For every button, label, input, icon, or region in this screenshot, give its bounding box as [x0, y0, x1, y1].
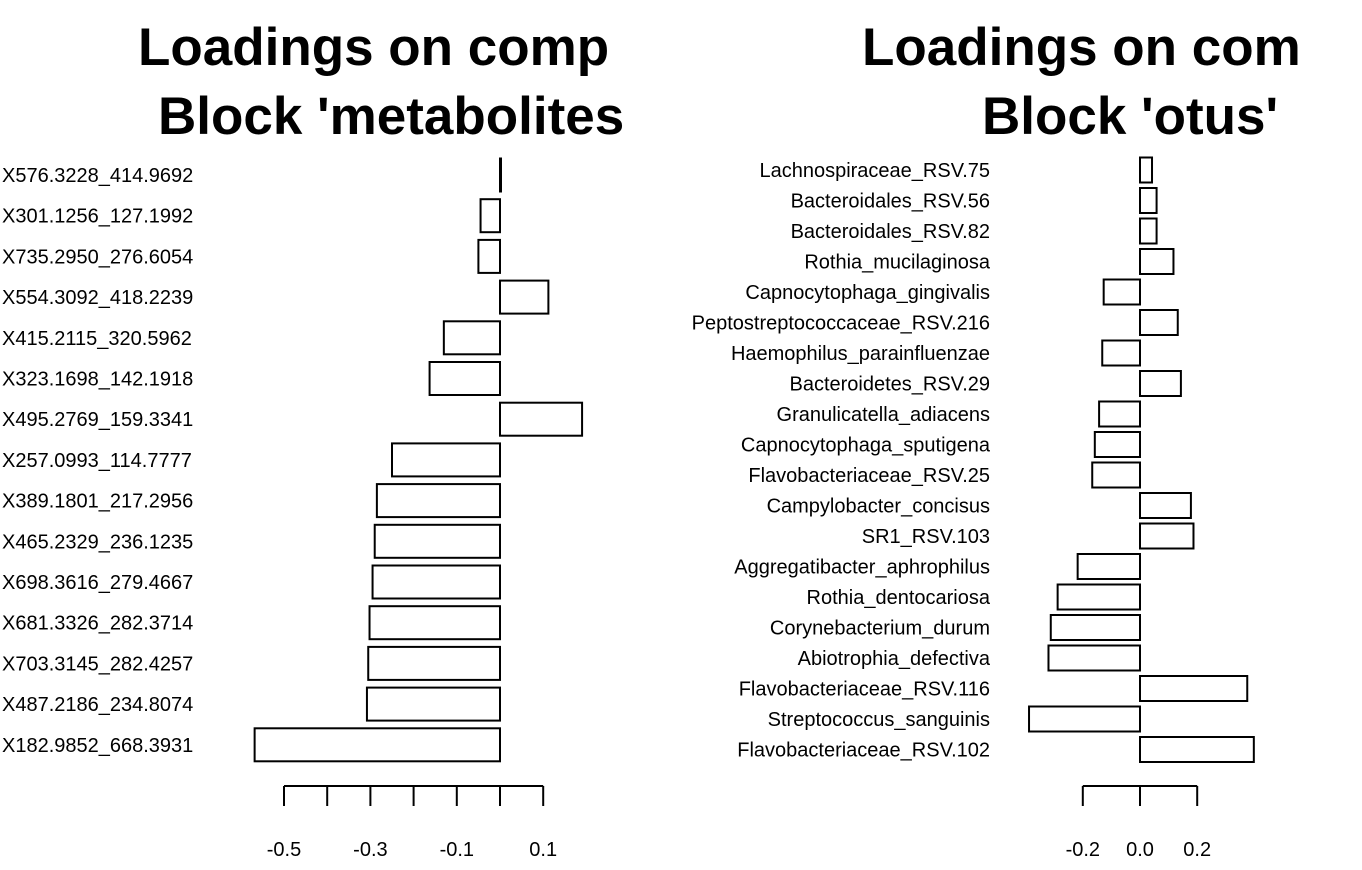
right-loading-bar: [1093, 431, 1142, 458]
metabolites-title-line2: Block 'metabolites: [158, 87, 624, 146]
left-tick-label: -0.5: [267, 839, 301, 861]
left-loading-bar: [253, 727, 501, 763]
right-loading-bar: [1139, 492, 1192, 519]
left-loading-bar: [428, 361, 502, 396]
right-category-label: Rothia_mucilaginosa: [804, 252, 991, 274]
left-loading-bar: [375, 483, 502, 519]
right-loading-bar: [1049, 614, 1141, 641]
right-category-label: Streptococcus_sanguinis: [768, 709, 990, 731]
right-loading-bar: [1139, 370, 1182, 397]
right-category-label: Capnocytophaga_gingivalis: [745, 282, 990, 304]
left-tick-label: 0.1: [529, 839, 557, 861]
left-loading-bar: [373, 523, 501, 559]
otus-title-line2: Block 'otus': [982, 87, 1278, 146]
metabolites-panel: Loadings on comp Block 'metabolites X576…: [2, 18, 624, 861]
right-loading-bar: [1102, 278, 1141, 306]
right-loading-bar: [1028, 705, 1141, 733]
right-tick-label: 0.0: [1126, 839, 1154, 861]
metabolites-x-axis: -0.5 -0.3 -0.1 0.1: [267, 785, 557, 861]
left-loading-bar: [499, 157, 502, 193]
left-category-label: X554.3092_418.2239: [2, 287, 193, 309]
metabolites-labels: X576.3228_414.9692 X301.1256_127.1992 X735…: [2, 165, 193, 757]
otus-labels: Lachnospiraceae_RSV.75 Bacteroidales_RSV.…: [692, 160, 991, 762]
right-category-label: Campylobacter_concisus: [767, 496, 990, 518]
right-loading-bar: [1047, 644, 1141, 672]
left-category-label: X323.1698_142.1918: [2, 369, 193, 391]
right-category-label: Rothia_dentocariosa: [807, 587, 991, 609]
right-tick-label: 0.2: [1183, 839, 1211, 861]
left-tick-label: -0.3: [353, 839, 387, 861]
right-loading-bar: [1139, 156, 1154, 184]
right-category-label: Granulicatella_adiacens: [777, 404, 990, 426]
left-category-label: X698.3616_279.4667: [2, 572, 193, 594]
left-category-label: X487.2186_234.8074: [2, 694, 193, 716]
metabolites-title-line1: Loadings on comp: [138, 18, 609, 77]
left-category-label: X182.9852_668.3931: [2, 735, 193, 757]
left-loading-bar: [499, 401, 584, 437]
right-category-label: Flavobacteriaceae_RSV.25: [748, 465, 990, 487]
left-loading-bar: [442, 320, 501, 356]
right-loading-bar: [1139, 248, 1175, 275]
right-loading-bar: [1139, 217, 1158, 245]
right-category-label: Flavobacteriaceae_RSV.102: [737, 740, 990, 762]
right-category-label: Haemophilus_parainfluenzae: [731, 343, 990, 365]
right-category-label: SR1_RSV.103: [862, 526, 990, 548]
left-category-label: X257.0993_114.7777: [2, 450, 192, 472]
left-category-label: X389.1801_217.2956: [2, 491, 193, 513]
right-category-label: Bacteroidetes_RSV.29: [789, 374, 990, 396]
left-tick-label: -0.1: [440, 839, 474, 861]
right-category-label: Flavobacteriaceae_RSV.116: [739, 679, 990, 701]
right-loading-bar: [1139, 522, 1195, 550]
left-category-label: X576.3228_414.9692: [2, 165, 193, 187]
left-loading-bar: [499, 279, 550, 315]
left-category-label: X495.2769_159.3341: [2, 409, 193, 431]
left-loading-bar: [391, 442, 501, 478]
otus-title-line1: Loadings on com: [862, 18, 1301, 77]
right-category-label: Capnocytophaga_sputigena: [741, 435, 991, 457]
left-loading-bar: [477, 238, 501, 274]
right-loading-bar: [1091, 461, 1142, 489]
right-category-label: Abiotrophia_defectiva: [798, 648, 991, 670]
left-category-label: X703.3145_282.4257: [2, 653, 193, 675]
left-category-label: X681.3326_282.3714: [2, 613, 193, 635]
left-loading-bar: [479, 198, 501, 234]
right-tick-label: -0.2: [1066, 839, 1100, 861]
left-category-label: X735.2950_276.6054: [2, 246, 193, 268]
otus-bars: [1028, 156, 1255, 763]
right-category-label: Corynebacterium_durum: [770, 618, 990, 640]
right-category-label: Bacteroidales_RSV.56: [791, 191, 990, 213]
right-loading-bar: [1098, 400, 1142, 428]
right-loading-bar: [1076, 553, 1141, 580]
right-loading-bar: [1101, 339, 1142, 367]
left-loading-bar: [368, 605, 502, 641]
left-category-label: X301.1256_127.1992: [2, 206, 193, 228]
metabolites-bars: [253, 157, 584, 763]
right-category-label: Aggregatibacter_aphrophilus: [734, 557, 990, 579]
left-loading-bar: [371, 564, 501, 600]
right-loading-bar: [1139, 309, 1179, 336]
left-category-label: X415.2115_320.5962: [2, 328, 192, 350]
right-category-label: Lachnospiraceae_RSV.75: [759, 160, 990, 182]
right-category-label: Peptostreptococcaceae_RSV.216: [692, 313, 990, 335]
otus-x-axis: -0.2 0.0 0.2: [1066, 785, 1211, 861]
otus-panel: Loadings on com Block 'otus' Lachnospira…: [692, 18, 1301, 861]
right-loading-bar: [1139, 187, 1158, 214]
left-category-label: X465.2329_236.1235: [2, 531, 193, 553]
right-category-label: Bacteroidales_RSV.82: [791, 221, 990, 243]
left-loading-bar: [365, 686, 501, 722]
right-loading-bar: [1139, 736, 1255, 763]
right-loading-bar: [1139, 675, 1249, 702]
right-loading-bar: [1056, 583, 1141, 611]
left-loading-bar: [367, 645, 501, 681]
